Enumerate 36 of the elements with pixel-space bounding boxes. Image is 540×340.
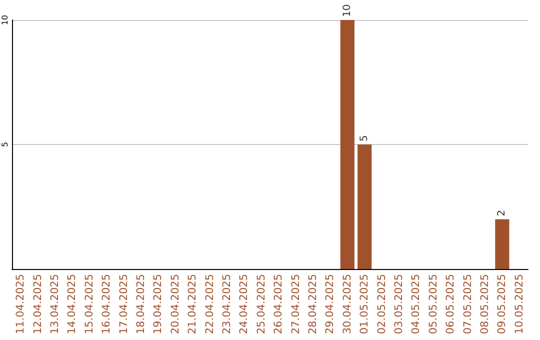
x-tick-label: 15.04.2025 (83, 274, 96, 334)
x-tick-label: 08.05.2025 (479, 274, 491, 334)
x-tick-label: 26.04.2025 (272, 274, 285, 334)
x-tick-label: 24.04.2025 (238, 274, 250, 334)
x-tick-label: 25.04.2025 (255, 274, 268, 334)
data-label: 10 (342, 4, 353, 17)
x-tick-label: 05.05.2025 (427, 274, 440, 334)
bar (340, 20, 354, 269)
x-tick-label: 22.04.2025 (204, 274, 216, 334)
data-label: 5 (359, 135, 370, 142)
x-tick-label: 18.04.2025 (135, 274, 147, 334)
x-tick-label: 10.05.2025 (513, 274, 526, 334)
x-tick-label: 16.04.2025 (100, 274, 113, 334)
x-tick-label: 07.05.2025 (462, 274, 474, 334)
x-tick-label: 04.05.2025 (410, 274, 422, 334)
x-tick-label: 20.04.2025 (169, 274, 182, 334)
x-tick-label: 09.05.2025 (496, 274, 508, 334)
x-tick-label: 30.04.2025 (341, 274, 354, 334)
x-tick-label: 28.04.2025 (307, 274, 319, 334)
x-tick-label: 03.05.2025 (393, 274, 405, 334)
bar (495, 219, 510, 269)
x-tick-label: 12.04.2025 (32, 274, 44, 334)
x-tick-label: 11.04.2025 (14, 274, 27, 334)
x-tick-label: 29.04.2025 (324, 274, 336, 334)
x-tick-label: 23.04.2025 (221, 274, 233, 334)
x-tick-label: 06.05.2025 (444, 274, 457, 334)
x-tick-label: 19.04.2025 (152, 274, 164, 334)
x-tick-label: 27.04.2025 (290, 274, 302, 334)
x-tick-label: 01.05.2025 (358, 274, 371, 334)
x-tick-label: 13.04.2025 (49, 274, 61, 334)
x-tick-label: 02.05.2025 (376, 274, 388, 334)
bar (358, 144, 372, 269)
x-tick-label: 17.04.2025 (118, 274, 130, 334)
x-tick-label: 21.04.2025 (186, 274, 199, 334)
data-label: 2 (496, 210, 508, 216)
x-tick-label: 14.04.2025 (66, 274, 78, 334)
